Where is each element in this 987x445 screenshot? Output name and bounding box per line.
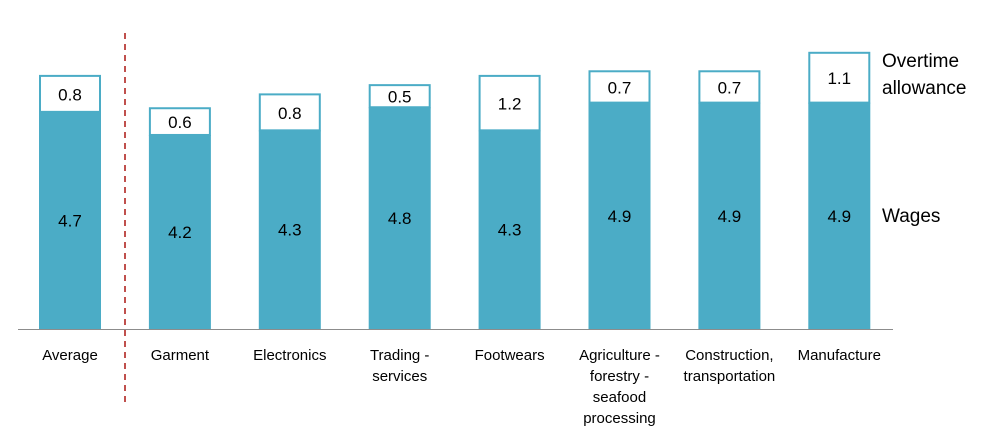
overtime-bar xyxy=(148,107,211,136)
category-label: seafood xyxy=(593,389,646,406)
overtime-value-label: 0.7 xyxy=(608,78,632,97)
overtime-value-label: 1.2 xyxy=(498,95,522,114)
overtime-bar xyxy=(39,74,101,113)
wages-value-label: 4.3 xyxy=(498,221,522,240)
wages-value-label: 4.9 xyxy=(827,207,851,226)
wages-bar xyxy=(39,111,101,329)
category-label: Average xyxy=(42,347,98,364)
wages-value-label: 4.9 xyxy=(718,207,742,226)
overtime-bar xyxy=(258,93,321,132)
overtime-bar xyxy=(808,51,871,104)
overtime-value-label: 0.8 xyxy=(278,104,302,123)
wages-value-label: 4.2 xyxy=(168,223,192,242)
category-label: transportation xyxy=(684,368,776,385)
wages-bar xyxy=(258,130,321,329)
overtime-value-label: 0.8 xyxy=(58,85,82,104)
overtime-bar xyxy=(588,70,651,104)
category-label: Footwears xyxy=(475,347,545,364)
legend-overtime-label: allowance xyxy=(882,78,967,99)
overtime-value-label: 0.5 xyxy=(388,88,412,107)
category-label: Manufacture xyxy=(798,347,881,364)
wages-value-label: 4.9 xyxy=(608,207,632,226)
category-label: Electronics xyxy=(253,347,326,364)
wages-value-label: 4.3 xyxy=(278,221,302,240)
category-label: Construction, xyxy=(685,347,773,364)
wages-bar xyxy=(478,130,541,329)
legend-wages-label: Wages xyxy=(882,206,940,227)
overtime-value-label: 0.7 xyxy=(718,78,742,97)
wages-value-label: 4.7 xyxy=(58,211,82,230)
overtime-value-label: 0.6 xyxy=(168,113,192,132)
wages-bar xyxy=(148,134,211,329)
overtime-bar xyxy=(698,70,761,104)
category-label: processing xyxy=(583,410,656,427)
overtime-value-label: 1.1 xyxy=(827,69,851,88)
wages-bar xyxy=(368,107,431,330)
category-label: Garment xyxy=(151,347,210,364)
wages-bar xyxy=(588,102,651,330)
wages-bar xyxy=(808,102,871,330)
category-label: Agriculture - xyxy=(579,347,660,364)
wages-value-label: 4.8 xyxy=(388,209,412,228)
overtime-bar xyxy=(368,84,431,109)
legend-overtime-label: Overtime xyxy=(882,51,959,72)
category-label: Trading - xyxy=(370,347,429,364)
wages-bar xyxy=(698,102,761,330)
overtime-bar xyxy=(478,74,541,132)
category-label: forestry - xyxy=(590,368,649,385)
category-label: services xyxy=(372,368,427,385)
